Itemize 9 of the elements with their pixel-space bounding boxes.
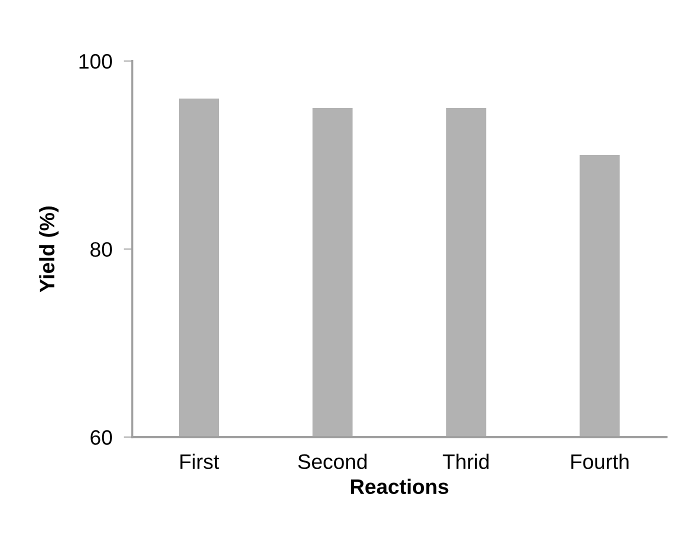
y-tick-label: 80 (90, 242, 112, 257)
x-tick-label: Fourth (571, 454, 628, 470)
x-tick-label: First (180, 454, 220, 470)
y-axis-title: Yield (%) (39, 206, 59, 292)
y-tick-label: 60 (90, 430, 112, 445)
y-tick-label: 100 (80, 54, 112, 69)
x-tick-label: Second (298, 454, 367, 470)
x-tick-label: Thrid (442, 454, 489, 470)
x-axis-title: Reactions (350, 478, 448, 494)
